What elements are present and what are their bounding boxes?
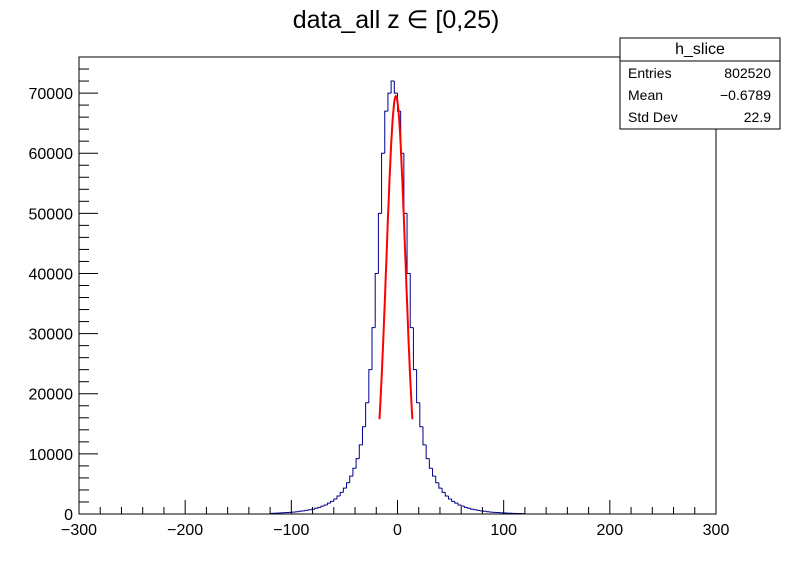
- y-tick-label: 10000: [29, 447, 74, 464]
- y-tick-label: 0: [64, 507, 73, 524]
- histogram-bin: [393, 81, 398, 94]
- histogram-bin: [473, 509, 478, 511]
- histogram-bin: [406, 213, 411, 274]
- histogram-bins: [79, 80, 716, 515]
- histogram-bin: [320, 505, 325, 508]
- histogram-bin: [435, 476, 439, 484]
- histogram-bin: [330, 500, 334, 504]
- histogram-bin: [425, 444, 430, 460]
- histogram-bin: [346, 482, 350, 489]
- x-tick-label: 300: [703, 522, 730, 539]
- histogram-bin: [390, 80, 395, 94]
- histogram-bin: [377, 212, 382, 274]
- histogram-bin: [447, 495, 452, 500]
- histogram-bin: [307, 509, 312, 511]
- y-tick-label: 40000: [29, 266, 74, 283]
- histogram-bin: [311, 508, 315, 510]
- y-tick-label: 60000: [29, 146, 74, 163]
- stats-mean-label: Mean: [628, 87, 663, 103]
- stats-stddev-label: Std Dev: [628, 109, 678, 125]
- x-tick-label: 100: [490, 522, 517, 539]
- stats-box-frame: [619, 37, 781, 130]
- histogram-bin: [368, 369, 373, 403]
- chart-title: data_all z ∈ [0,25): [293, 6, 500, 34]
- histogram-bin: [355, 458, 360, 469]
- x-axis: −300 −200 −100 0 100 200 300: [61, 500, 729, 539]
- stats-entries-value: 802520: [724, 65, 771, 81]
- histogram-bin: [476, 509, 481, 511]
- histogram-bin: [403, 153, 408, 214]
- histogram-bin: [374, 272, 379, 328]
- histogram-bin: [352, 467, 357, 477]
- histogram-bin: [333, 498, 337, 502]
- histogram-bin: [432, 468, 436, 477]
- x-tick-label: −100: [273, 522, 309, 539]
- y-axis: 0 10000 20000 30000 40000 50000 60000 70000: [29, 56, 98, 524]
- histogram-bin: [457, 503, 462, 506]
- histogram-bin: [463, 506, 468, 508]
- y-tick-label: 30000: [29, 327, 74, 344]
- histogram-bin: [387, 92, 392, 112]
- axes: −300 −200 −100 0 100 200 300 0 10000 20000 30000 40…: [29, 56, 729, 539]
- histogram-bin: [438, 482, 443, 489]
- histogram-bin: [451, 498, 455, 502]
- histogram-bin: [336, 495, 341, 499]
- histogram-bin: [454, 501, 459, 504]
- histogram-bin: [409, 273, 414, 329]
- x-tick-label: −200: [167, 522, 203, 539]
- stats-entries-label: Entries: [628, 65, 672, 81]
- histogram-bin: [419, 402, 423, 428]
- histogram-bin: [412, 327, 417, 371]
- histogram-bin: [361, 426, 366, 445]
- stats-mean-value: −0.6789: [720, 87, 771, 103]
- histogram-bin: [349, 475, 353, 483]
- stats-box: h_slice Entries 802520 Mean −0.6789 Std …: [619, 37, 781, 130]
- histogram-bin: [441, 488, 446, 493]
- histogram-bin: [371, 327, 376, 370]
- fit-curve: [378, 94, 414, 420]
- histogram-bin: [342, 487, 347, 493]
- histogram-bin: [416, 369, 420, 404]
- stats-box-name: h_slice: [675, 41, 725, 58]
- histogram-bin: [326, 502, 331, 505]
- histogram-bin: [314, 507, 318, 510]
- histogram-bin: [444, 492, 449, 497]
- plot-area: [79, 80, 716, 515]
- x-tick-label: 200: [596, 522, 623, 539]
- histogram-bin: [470, 508, 474, 510]
- histogram-bin: [384, 110, 388, 154]
- histogram-bin: [323, 504, 328, 507]
- histogram-bin: [365, 402, 369, 427]
- x-tick-label: −300: [61, 522, 97, 539]
- histogram-bin: [428, 458, 433, 469]
- y-tick-label: 70000: [29, 86, 74, 103]
- y-tick-label: 50000: [29, 206, 74, 223]
- histogram-bin: [358, 444, 363, 459]
- y-tick-label: 20000: [29, 387, 74, 404]
- histogram-bin: [460, 504, 465, 507]
- histogram-bin: [422, 426, 427, 446]
- x-tick-label: 0: [393, 522, 402, 539]
- histogram-bin: [467, 507, 471, 509]
- histogram-bin: [381, 152, 385, 214]
- histogram-bin: [317, 506, 322, 509]
- histogram-bin: [339, 491, 344, 496]
- stats-stddev-value: 22.9: [744, 109, 771, 125]
